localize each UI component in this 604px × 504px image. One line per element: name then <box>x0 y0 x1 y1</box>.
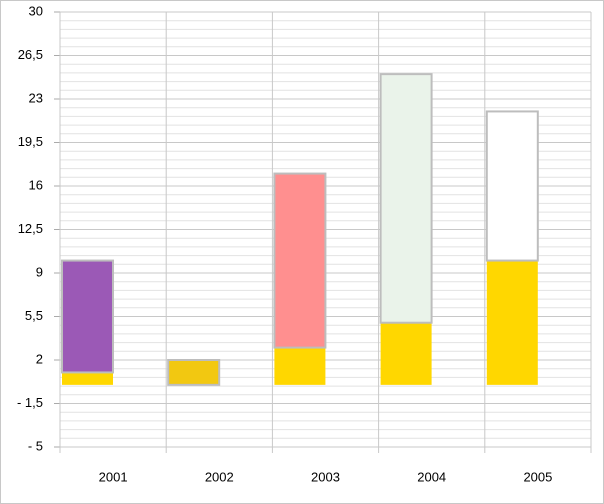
y-tick-label: 5,5 <box>25 308 43 323</box>
x-tick-label: 2001 <box>99 469 128 484</box>
bar-segment <box>380 322 432 385</box>
y-tick-label: 23 <box>29 90 43 105</box>
x-tick-label: 2002 <box>205 469 234 484</box>
y-tick-label: - 5 <box>28 438 43 453</box>
bar-segment <box>379 73 433 324</box>
y-tick-label: 19,5 <box>18 134 43 149</box>
bar-segment <box>62 372 113 385</box>
x-tick-label: 2004 <box>417 469 446 484</box>
y-tick-label: 26,5 <box>18 47 43 62</box>
y-tick-label: 12,5 <box>18 221 43 236</box>
bar-segment <box>274 347 326 385</box>
bar-segment <box>486 260 538 385</box>
bar-segment <box>61 259 114 374</box>
y-tick-label: 9 <box>36 264 43 279</box>
y-tick-label: 30 <box>29 3 43 18</box>
y-tick-label: 16 <box>29 177 43 192</box>
y-tick-label: - 1,5 <box>17 395 43 410</box>
y-tick-label: 2 <box>36 351 43 366</box>
bar-segment <box>273 172 327 349</box>
bar-segment <box>167 359 221 386</box>
bar-segment <box>485 110 539 262</box>
x-tick-label: 2003 <box>311 469 340 484</box>
x-tick-label: 2005 <box>523 469 552 484</box>
